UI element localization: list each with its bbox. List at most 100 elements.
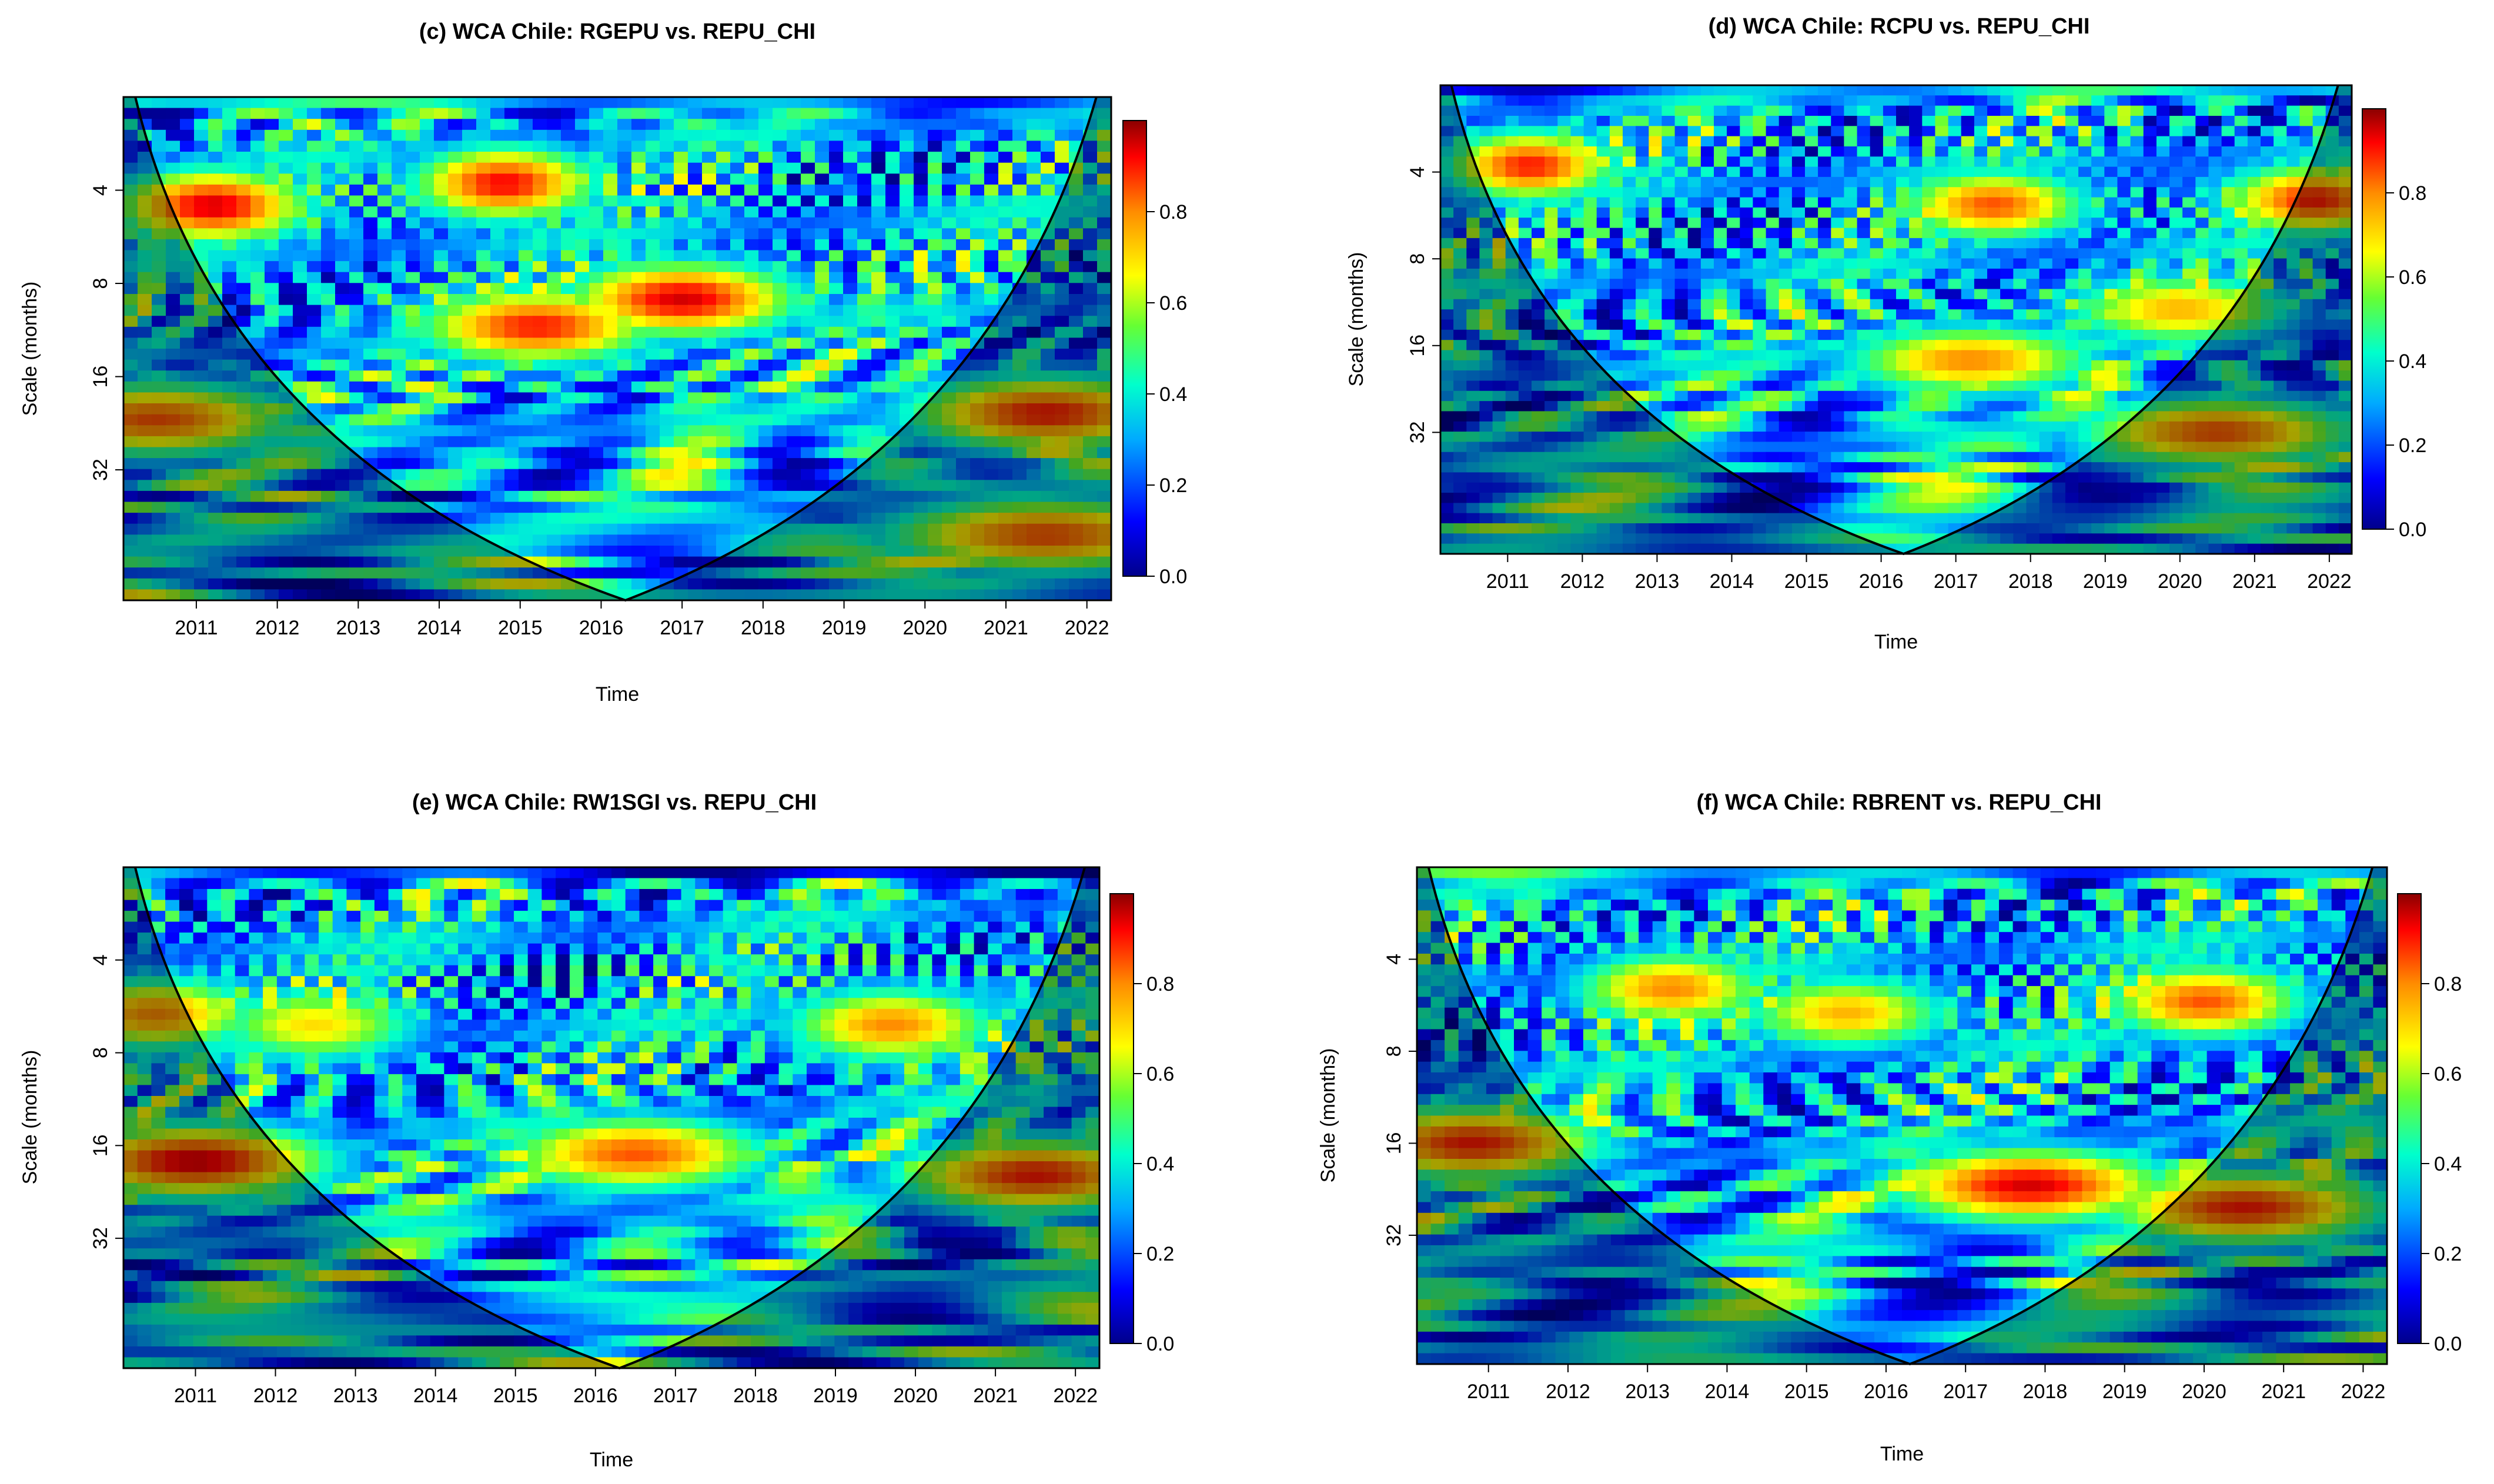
heatmap-cell: [1896, 187, 1910, 198]
heatmap-cell: [420, 326, 434, 339]
heatmap-cell: [363, 414, 378, 426]
heatmap-cell: [138, 381, 152, 393]
heatmap-cell: [363, 217, 378, 229]
heatmap-cell: [1948, 207, 1962, 218]
heatmap-cell: [476, 349, 491, 360]
heatmap-cell: [2117, 156, 2131, 168]
heatmap-cell: [194, 359, 209, 371]
heatmap-cell: [773, 370, 787, 382]
heatmap-cell: [942, 534, 957, 546]
heatmap-cell: [222, 546, 237, 557]
heatmap-cell: [2312, 105, 2326, 116]
heatmap-cell: [2234, 207, 2248, 218]
heatmap-cell: [2195, 166, 2209, 178]
heatmap-cell: [1778, 248, 1793, 259]
heatmap-cell: [504, 567, 519, 579]
heatmap-cell: [1831, 126, 1845, 137]
heatmap-cell: [2117, 95, 2131, 106]
heatmap-cell: [420, 578, 434, 590]
heatmap-cell: [504, 447, 519, 459]
heatmap-cell: [871, 337, 886, 349]
heatmap-cell: [1623, 218, 1636, 229]
heatmap-cell: [843, 578, 858, 590]
heatmap-cell: [787, 556, 801, 568]
heatmap-cell: [716, 184, 731, 196]
heatmap-cell: [434, 469, 449, 481]
heatmap-cell: [942, 589, 957, 600]
heatmap-cell: [222, 195, 237, 207]
heatmap-cell: [801, 228, 815, 240]
heatmap-cell: [2052, 105, 2066, 116]
heatmap-cell: [857, 480, 872, 492]
heatmap-cell: [575, 261, 590, 273]
heatmap-cell: [646, 567, 660, 579]
heatmap-cell: [1649, 197, 1663, 208]
heatmap-cell: [519, 305, 533, 316]
heatmap-cell: [2182, 299, 2196, 310]
heatmap-cell: [773, 119, 787, 131]
heatmap-cell: [2299, 319, 2314, 330]
heatmap-cell: [2000, 238, 2014, 249]
heatmap-cell: [194, 294, 209, 306]
heatmap-cell: [702, 359, 717, 371]
heatmap-cell: [1674, 289, 1689, 300]
heatmap-cell: [1583, 309, 1597, 320]
heatmap-cell: [2299, 197, 2314, 208]
heatmap-cell: [716, 513, 731, 524]
heatmap-cell: [1831, 238, 1845, 249]
heatmap-cell: [1896, 95, 1910, 106]
heatmap-cell: [265, 447, 279, 459]
heatmap-cell: [1027, 108, 1041, 119]
heatmap-cell: [222, 337, 237, 349]
heatmap-cell: [730, 502, 745, 513]
heatmap-cell: [1069, 392, 1084, 404]
heatmap-cell: [561, 261, 576, 273]
heatmap-cell: [547, 217, 561, 229]
heatmap-cell: [900, 152, 914, 163]
heatmap-cell: [1883, 238, 1897, 249]
colorbar-tick-label: 0.6: [1159, 292, 1187, 315]
heatmap-cell: [406, 129, 420, 142]
heatmap-cell: [1596, 207, 1610, 218]
heatmap-cell: [307, 141, 322, 152]
heatmap-cell: [1948, 95, 1962, 106]
heatmap-cell: [2013, 207, 2027, 218]
heatmap-cell: [815, 556, 830, 568]
heatmap-cell: [1674, 166, 1689, 178]
heatmap-cell: [335, 490, 350, 503]
heatmap-cell: [138, 502, 152, 513]
heatmap-cell: [490, 272, 505, 284]
heatmap-cell: [265, 97, 279, 109]
heatmap-cell: [617, 392, 632, 404]
heatmap-cell: [617, 349, 632, 360]
heatmap-cell: [2026, 197, 2040, 208]
heatmap-cell: [2039, 238, 2053, 249]
heatmap-cell: [646, 217, 660, 229]
heatmap-cell: [1935, 136, 1949, 147]
heatmap-cell: [617, 337, 632, 349]
heatmap-cell: [236, 152, 251, 163]
heatmap-cell: [857, 578, 872, 590]
heatmap-cell: [2195, 258, 2209, 269]
heatmap-cell: [2274, 258, 2287, 269]
heatmap-cell: [1778, 176, 1793, 188]
heatmap-cell: [1083, 523, 1098, 536]
heatmap-cell: [222, 316, 237, 327]
heatmap-cell: [1623, 319, 1636, 330]
heatmap-cell: [1041, 359, 1055, 371]
heatmap-cell: [265, 129, 279, 142]
heatmap-cell: [1055, 228, 1069, 240]
heatmap-cell: [857, 513, 872, 524]
heatmap-cell: [2286, 228, 2301, 239]
heatmap-cell: [138, 578, 152, 590]
heatmap-cell: [293, 546, 307, 557]
heatmap-cell: [476, 326, 491, 339]
heatmap-cell: [1922, 248, 1936, 259]
heatmap-cell: [1778, 197, 1793, 208]
heatmap-cell: [857, 523, 872, 536]
heatmap-cell: [265, 578, 279, 590]
heatmap-cell: [1083, 534, 1098, 546]
heatmap-cell: [942, 502, 957, 513]
heatmap-cell: [1041, 250, 1055, 262]
heatmap-cell: [603, 261, 618, 273]
